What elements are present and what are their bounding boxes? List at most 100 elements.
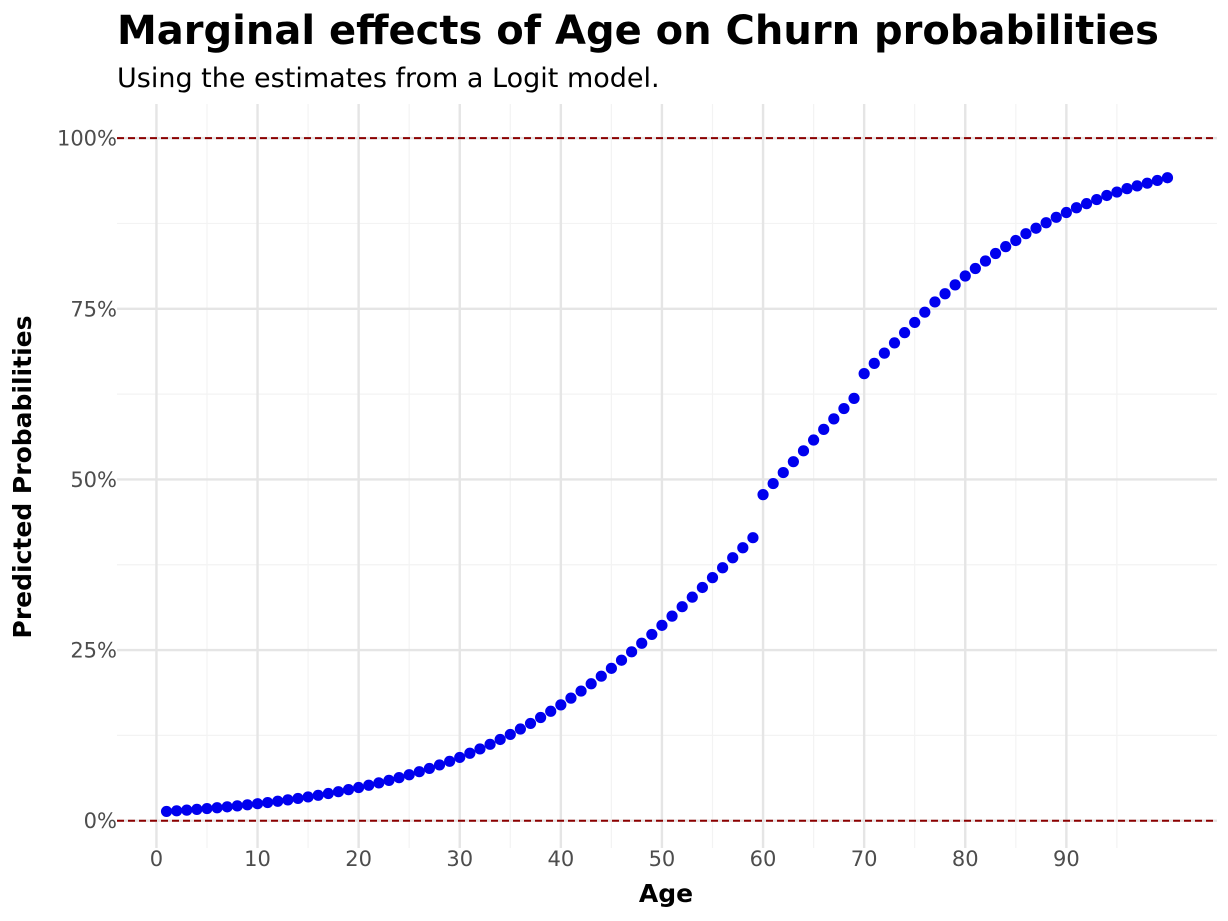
x-tick-label: 50 xyxy=(649,847,676,871)
data-point xyxy=(585,678,597,690)
x-tick-label: 20 xyxy=(345,847,372,871)
data-point xyxy=(959,270,971,282)
data-point xyxy=(1020,228,1032,240)
data-point xyxy=(929,296,941,308)
data-point xyxy=(1091,193,1103,206)
data-point xyxy=(474,743,486,755)
data-point xyxy=(868,357,880,369)
data-point xyxy=(514,723,527,735)
x-tick-label: 30 xyxy=(446,847,473,871)
x-tick-label: 40 xyxy=(547,847,574,871)
data-point xyxy=(302,791,314,803)
chart-subtitle: Using the estimates from a Logit model. xyxy=(117,63,660,94)
data-point xyxy=(1121,183,1133,195)
data-point xyxy=(1151,174,1163,187)
data-point xyxy=(353,781,365,794)
data-point xyxy=(282,794,294,806)
data-point xyxy=(767,477,779,490)
data-point xyxy=(1030,222,1042,234)
data-point xyxy=(727,552,739,564)
data-point xyxy=(383,774,395,786)
data-point xyxy=(312,789,324,801)
data-point xyxy=(706,572,719,584)
data-point xyxy=(636,637,648,649)
data-point xyxy=(332,786,345,798)
data-point xyxy=(454,751,466,764)
data-point xyxy=(403,769,415,781)
data-point xyxy=(575,685,587,697)
data-point xyxy=(1050,211,1062,223)
data-point xyxy=(969,262,981,275)
data-point xyxy=(838,402,850,415)
data-point xyxy=(1141,177,1153,189)
data-point xyxy=(898,327,911,339)
data-point xyxy=(646,628,658,641)
y-tick-label: 100% xyxy=(57,127,117,151)
data-point xyxy=(524,717,537,730)
data-point xyxy=(464,747,476,759)
data-point xyxy=(919,306,931,318)
data-point xyxy=(393,772,405,784)
data-point xyxy=(1010,234,1022,247)
x-axis-ticks: 0 10 20 30 40 50 60 70 80 90 xyxy=(150,847,1080,871)
data-point xyxy=(848,392,860,404)
y-tick-label: 0% xyxy=(84,809,117,833)
data-point xyxy=(595,670,607,682)
data-point xyxy=(1060,206,1072,219)
y-tick-label: 25% xyxy=(70,639,117,663)
x-tick-label: 0 xyxy=(150,847,163,871)
x-tick-label: 10 xyxy=(244,847,271,871)
x-axis-title: Age xyxy=(639,879,693,908)
data-point xyxy=(221,801,233,813)
data-point xyxy=(545,705,557,717)
data-point xyxy=(878,347,890,359)
data-point xyxy=(433,759,446,771)
data-point xyxy=(1000,241,1012,253)
data-point xyxy=(909,316,921,329)
data-point xyxy=(423,762,436,775)
data-point xyxy=(292,792,304,805)
data-point xyxy=(413,766,425,778)
data-point xyxy=(494,733,506,746)
data-point xyxy=(626,646,638,658)
data-point xyxy=(1131,180,1143,192)
data-point xyxy=(241,799,254,811)
data-point xyxy=(696,581,708,594)
data-point xyxy=(1161,172,1174,184)
data-point xyxy=(1101,189,1113,202)
data-points xyxy=(160,172,1174,818)
data-point xyxy=(171,805,183,817)
data-point xyxy=(797,445,810,457)
data-point xyxy=(181,804,193,816)
data-point xyxy=(1111,186,1123,198)
y-axis-ticks: 0% 25% 50% 75% 100% xyxy=(57,127,117,834)
data-point xyxy=(676,601,688,613)
x-tick-label: 60 xyxy=(750,847,777,871)
data-point xyxy=(939,288,951,300)
data-point xyxy=(979,255,992,267)
y-tick-label: 75% xyxy=(70,297,117,321)
data-point xyxy=(666,610,678,622)
data-point xyxy=(272,795,284,807)
data-point xyxy=(444,755,456,767)
data-point xyxy=(363,779,375,791)
data-point xyxy=(989,247,1002,260)
data-point xyxy=(656,619,668,631)
data-point xyxy=(251,798,264,810)
data-point xyxy=(535,711,547,724)
data-point xyxy=(342,784,355,796)
data-point xyxy=(818,423,830,435)
x-tick-label: 80 xyxy=(952,847,979,871)
data-point xyxy=(949,279,961,291)
data-point xyxy=(787,456,799,468)
reference-lines xyxy=(117,137,1217,822)
data-point xyxy=(686,591,698,603)
data-point xyxy=(322,787,334,800)
data-point xyxy=(615,654,628,666)
data-point xyxy=(201,802,213,815)
data-point xyxy=(191,803,203,815)
data-point xyxy=(888,337,901,349)
data-point xyxy=(1040,217,1052,229)
data-point xyxy=(757,489,769,501)
